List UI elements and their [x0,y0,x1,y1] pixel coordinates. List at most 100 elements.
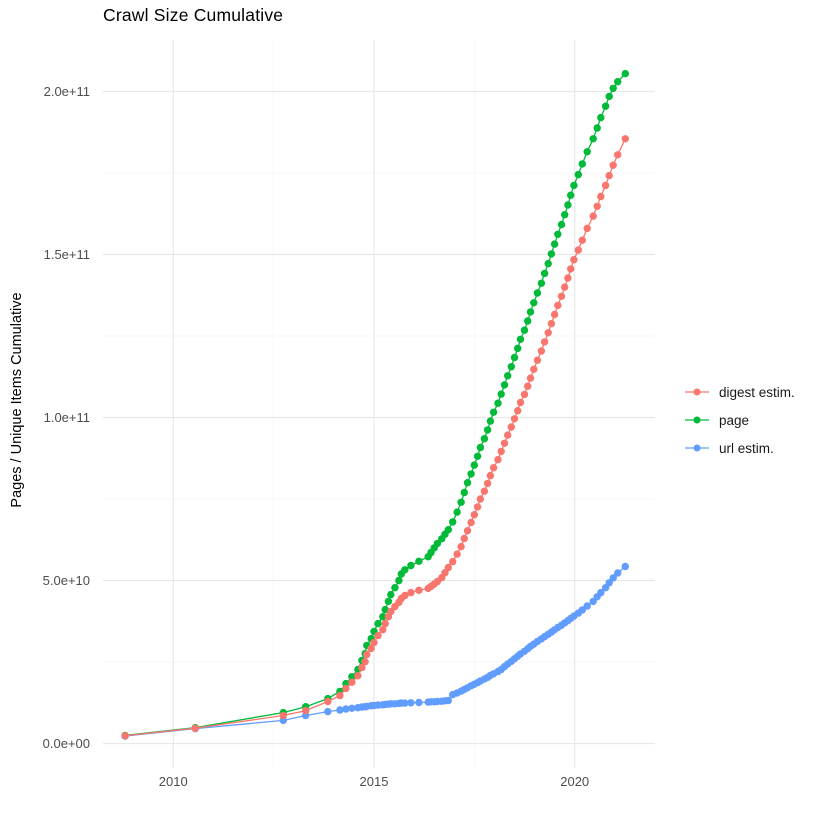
data-point [593,124,601,132]
data-point [578,160,586,168]
data-point [483,479,492,488]
data-point [483,426,492,434]
data-point [609,84,617,93]
y-tick-label: 5.0e+10 [42,572,90,588]
data-point [609,161,617,169]
data-point [544,329,552,337]
legend-key-icon [685,416,709,424]
data-point [457,542,465,551]
data-point [449,557,457,566]
legend-key-dot [693,388,701,396]
data-point [374,619,382,628]
chart-title: Crawl Size Cumulative [103,5,284,25]
data-point [520,390,529,399]
data-point [601,102,610,110]
data-point [504,431,512,439]
data-point [467,518,475,527]
legend-label: page [719,412,750,428]
legend-label: digest estim. [719,384,795,400]
data-point [507,363,515,371]
data-point [547,319,556,328]
data-point [605,171,613,180]
data-point [363,650,371,659]
data-point [537,347,546,355]
data-point [384,597,393,606]
data-point [473,503,482,511]
data-point [460,488,468,497]
y-tick-label: 1.5e+11 [43,246,90,262]
data-point [407,699,415,707]
data-point [457,498,465,506]
data-point [614,569,622,577]
data-point [564,274,572,282]
data-point [444,696,452,705]
data-point [507,423,515,431]
data-point [554,230,562,238]
legend-key-icon [685,444,709,452]
data-point [324,697,332,706]
data-point [494,455,502,464]
data-point [415,586,423,594]
data-point [497,390,505,398]
data-point [593,202,601,210]
data-point [554,301,562,310]
series-line-digest-estim- [125,138,626,737]
data-point [342,705,350,713]
data-point [609,574,617,582]
data-point [467,470,475,478]
data-point [463,479,472,487]
data-point [121,732,129,740]
y-tick-label: 0.0e+00 [42,735,90,751]
legend-key-icon [685,388,709,396]
data-point [379,613,387,621]
x-tick-label: 2010 [158,774,188,789]
data-point [191,724,199,732]
data-point [526,308,535,316]
data-point [379,626,387,634]
data-point [530,299,538,307]
data-point [476,443,485,452]
data-point [387,607,395,616]
data-point [524,382,532,390]
data-point [540,269,549,278]
data-point [336,691,344,700]
x-tick-label: 2020 [560,774,590,789]
data-point [544,259,552,268]
data-point [583,148,591,156]
data-point [494,399,502,407]
data-point [530,365,538,373]
data-point [514,344,522,353]
data-point [510,353,519,362]
data-point [574,246,582,254]
data-point [480,435,489,443]
data-point [387,590,395,599]
data-point [516,398,525,407]
data-point [500,439,509,447]
data-point [567,191,575,199]
y-axis-title: Pages / Unique Items Cumulative [9,292,25,508]
data-point [444,563,452,572]
data-point [433,539,442,548]
data-point [540,338,549,346]
data-point [473,452,482,460]
data-point [500,381,509,389]
data-point [564,201,572,209]
data-point [401,591,409,600]
data-point [444,526,452,534]
data-point [533,356,542,364]
data-point [561,211,569,219]
data-point [516,335,525,343]
data-point [470,461,478,469]
legend-key-dot [693,416,701,424]
data-point [401,566,409,574]
data-point [370,638,378,647]
data-point [520,326,529,334]
data-point [597,192,605,201]
data-point [514,407,522,415]
data-point [533,289,542,297]
data-point [621,69,629,78]
data-point [470,511,478,519]
data-point [589,135,597,143]
data-point [537,279,546,287]
